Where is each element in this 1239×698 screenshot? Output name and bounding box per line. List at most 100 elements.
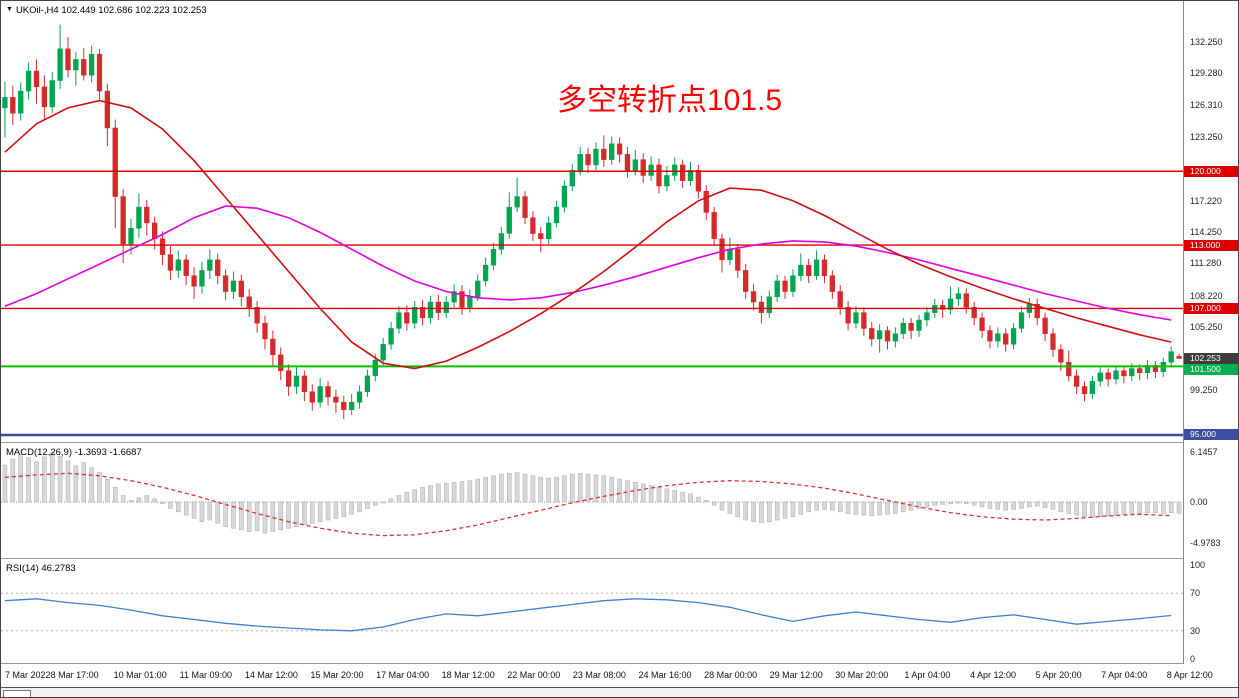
macd-axis-label: -4.9783	[1190, 537, 1221, 548]
price-axis-label: 129.280	[1190, 68, 1223, 79]
candle	[1097, 367, 1103, 387]
candle	[553, 200, 560, 228]
candle	[388, 322, 394, 350]
price-axis-label: 111.280	[1190, 258, 1222, 269]
candle	[884, 326, 891, 350]
chart-marker-icon: ▼	[6, 6, 13, 13]
candle	[624, 146, 631, 178]
candle	[798, 253, 804, 281]
candle	[869, 322, 875, 347]
candle	[356, 385, 363, 409]
candle	[916, 314, 922, 337]
candle	[1003, 328, 1009, 352]
panel-separator[interactable]	[1, 558, 1238, 559]
time-axis-label: 23 Mar 08:00	[572, 670, 626, 680]
candle	[727, 237, 733, 266]
candle	[1168, 346, 1174, 368]
price-axis[interactable]: 132.250 129.280 126.310 123.250 117.220 114.2…	[1183, 1, 1238, 664]
scroll-thumb[interactable]	[3, 690, 31, 697]
price-line-label: 101.500	[1184, 363, 1238, 375]
candle	[207, 249, 213, 279]
price-line-label: 102.253	[1184, 352, 1238, 364]
candle	[183, 254, 189, 286]
time-axis-label: 28 Mar 00:00	[704, 670, 758, 680]
time-axis-label: 7 Apr 04:00	[1101, 670, 1148, 680]
candle	[349, 393, 355, 415]
candle	[664, 165, 670, 192]
candle	[159, 231, 166, 266]
candle	[711, 207, 717, 247]
price-line-label: 95.000	[1184, 429, 1238, 441]
price-line-label: 113.000	[1184, 239, 1238, 251]
candle	[167, 246, 174, 280]
price-chart-canvas[interactable]	[1, 1, 1183, 442]
bottom-scroll-strip[interactable]	[1, 687, 1238, 697]
candle	[144, 199, 150, 236]
price-axis-label: 105.250	[1190, 321, 1223, 332]
time-axis-label: 11 Mar 09:00	[179, 670, 232, 680]
candle	[270, 330, 276, 366]
time-axis-label: 8 Mar 17:00	[50, 670, 99, 680]
candle	[656, 158, 662, 194]
candle	[191, 267, 197, 299]
candle	[65, 37, 71, 78]
candle	[569, 163, 575, 192]
candle	[175, 250, 181, 278]
candle	[1089, 375, 1096, 400]
candle	[2, 81, 8, 138]
candle	[25, 62, 32, 100]
candle	[806, 258, 812, 284]
candle	[963, 288, 969, 314]
candle	[750, 284, 757, 311]
candle	[341, 395, 347, 420]
candle	[546, 216, 552, 245]
price-axis-label: 108.220	[1190, 290, 1223, 301]
panel-separator[interactable]	[1, 442, 1238, 443]
candle	[482, 257, 489, 287]
candle	[538, 227, 544, 253]
candle	[719, 233, 725, 273]
candle	[41, 75, 47, 121]
time-axis[interactable]: 7 Mar 2022 8 Mar 17:00 10 Mar 01:00 11 Mar …	[1, 664, 1238, 687]
candle	[585, 148, 591, 174]
candle	[333, 389, 339, 413]
panel-separator	[1, 663, 1238, 664]
time-axis-label: 22 Mar 00:00	[507, 670, 561, 680]
candle	[57, 24, 63, 89]
candle	[435, 294, 441, 320]
candle	[104, 83, 111, 146]
annotation-text: 多空转折点101.5	[557, 84, 783, 117]
candle	[1018, 306, 1025, 333]
candle	[703, 184, 709, 220]
candle	[443, 295, 449, 318]
candle	[364, 369, 371, 398]
price-axis-label: 114.250	[1190, 226, 1222, 237]
candle	[892, 327, 899, 348]
candle	[616, 137, 623, 163]
candle	[876, 324, 883, 353]
candle	[498, 227, 505, 255]
price-axis-label: 132.250	[1190, 37, 1223, 47]
candle	[380, 337, 386, 366]
macd-axis-label: 6.1457	[1190, 446, 1218, 457]
price-line-label: 107.000	[1184, 302, 1238, 314]
candle	[112, 119, 118, 229]
price-axis-label: 117.220	[1190, 195, 1222, 206]
price-axis-label: 126.310	[1190, 99, 1223, 110]
rsi-axis-label: 0	[1190, 654, 1196, 664]
candle	[215, 253, 221, 285]
macd-axis-label: 0.00	[1190, 497, 1208, 507]
candle	[609, 136, 615, 165]
rsi-canvas[interactable]	[1, 559, 1183, 663]
candle	[1160, 357, 1166, 377]
candle	[317, 378, 323, 408]
macd-canvas[interactable]	[1, 443, 1183, 558]
candle	[995, 327, 1001, 348]
time-axis-label: 10 Mar 01:00	[113, 670, 167, 680]
candle	[301, 370, 308, 402]
candle	[861, 307, 867, 336]
candle	[96, 48, 103, 100]
candle	[593, 142, 599, 171]
candle	[1081, 381, 1088, 402]
candle	[853, 306, 859, 329]
